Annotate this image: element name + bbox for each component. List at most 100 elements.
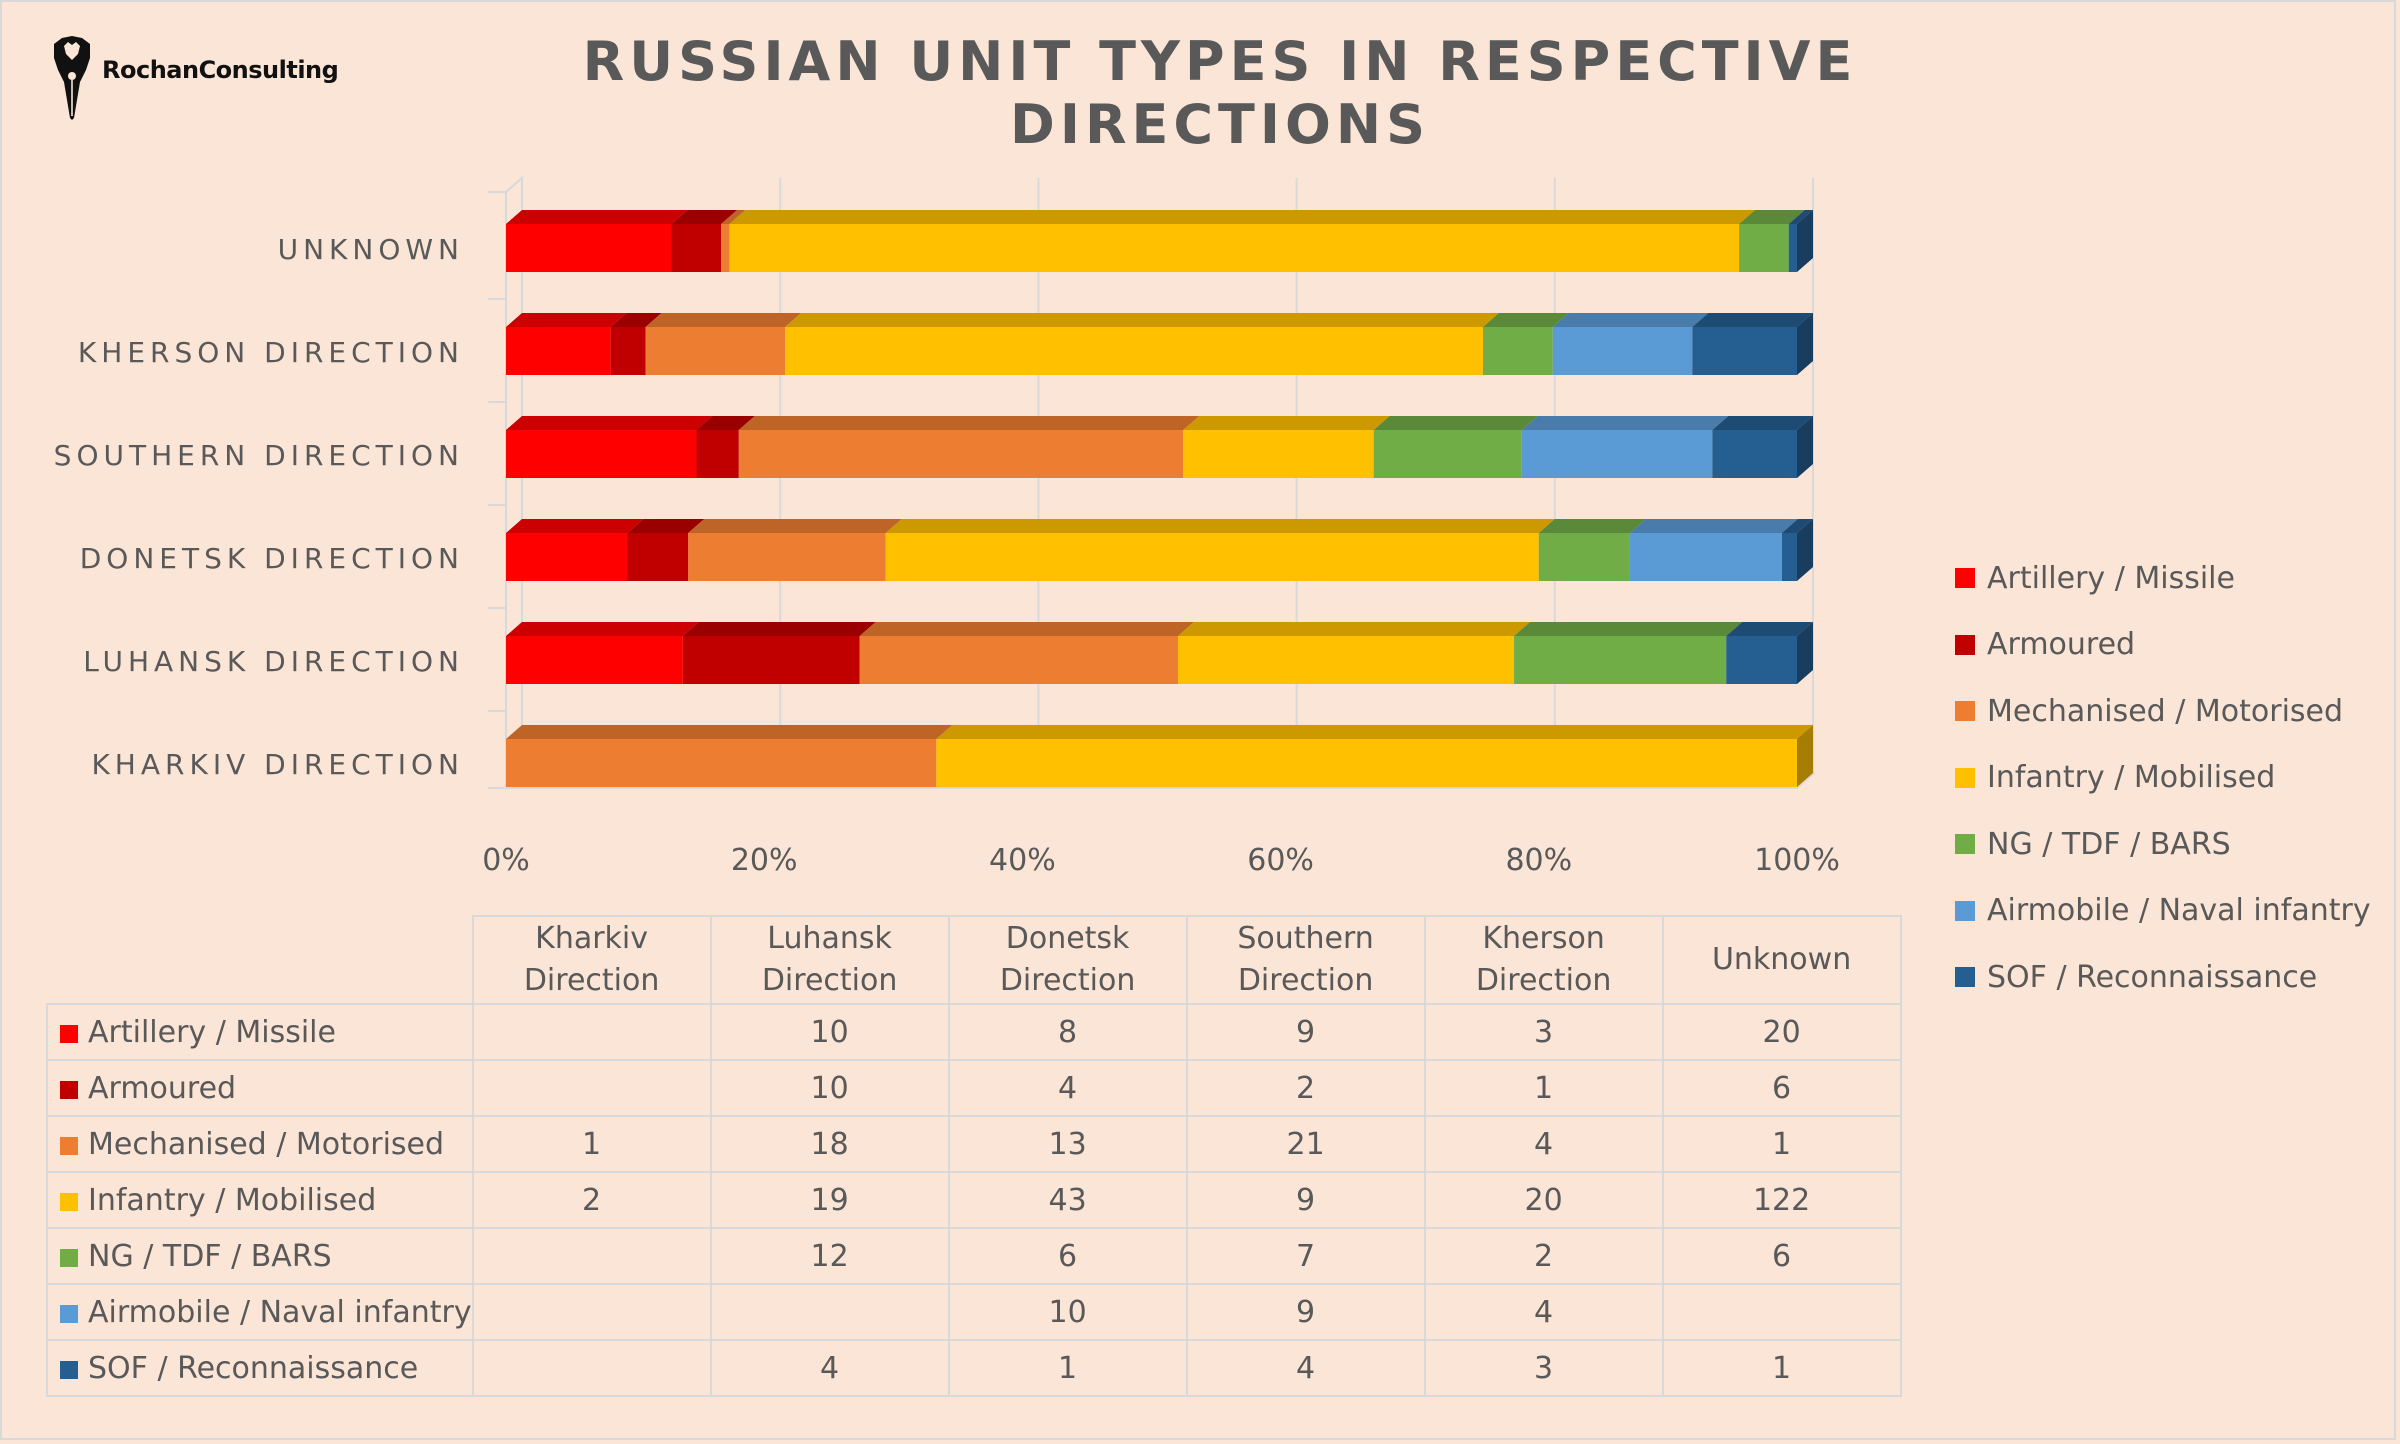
- table-row-ng-tdf-bars: NG / TDF / BARS 12 6 7 2 6: [46, 1227, 1902, 1285]
- bar-front-face: [1183, 430, 1374, 478]
- bar-front-face: [1514, 636, 1727, 684]
- bar-front-face: [1538, 533, 1630, 581]
- bar-side-face: [1797, 622, 1813, 684]
- bar-donetsk-direction-sof-reconnaissance: [1781, 519, 1813, 581]
- table-body: Artillery / Missile 10 8 9 3 20 Armoured 10 4 2 1 6…: [46, 1003, 1902, 1397]
- bar-top-face: [1788, 210, 1813, 224]
- bar-unknown-armoured: [671, 210, 738, 272]
- table-cell: 4: [1423, 1115, 1664, 1173]
- bar-front-face: [688, 533, 886, 581]
- bar-kherson-direction-mechanised-motorised: [645, 313, 802, 375]
- legend-item-infantry-mobilised: Infantry / Mobilised: [1955, 745, 2371, 812]
- row-label: Artillery / Missile: [88, 1014, 336, 1050]
- bar-front-face: [671, 224, 722, 272]
- logo-wordmark: RochanConsulting: [102, 56, 339, 84]
- bar-top-face: [645, 313, 802, 327]
- table-header-row: Kharkiv Direction Luhansk Direction Donetsk D…: [47, 915, 1902, 1005]
- table-cell: 20: [1423, 1171, 1664, 1229]
- bar-side-face: [1797, 313, 1813, 375]
- bar-kherson-direction-airmobile-naval-infantry: [1552, 313, 1709, 375]
- bar-southern-direction-airmobile-naval-infantry: [1521, 416, 1729, 478]
- bar-southern-direction-ng-tdf-bars: [1373, 416, 1538, 478]
- table-cell: 1: [947, 1339, 1188, 1397]
- table-row-header: Artillery / Missile: [46, 1003, 474, 1061]
- bar-front-face: [1482, 327, 1553, 375]
- bar-kherson-direction-ng-tdf-bars: [1482, 313, 1569, 375]
- bar-front-face: [506, 430, 697, 478]
- table-cell: 3: [1423, 1339, 1664, 1397]
- bar-top-face: [506, 622, 699, 636]
- category-label-luhansk-direction: LUHANSK DIRECTION: [83, 645, 464, 678]
- legend-swatch: [1955, 568, 1975, 589]
- bars: [506, 210, 1813, 787]
- bar-front-face: [627, 533, 689, 581]
- table-cell: 2: [471, 1171, 712, 1229]
- table-column-header: Southern Direction: [1185, 915, 1426, 1005]
- bar-luhansk-direction-armoured: [682, 622, 876, 684]
- bar-side-face: [1797, 725, 1813, 787]
- table-column-header: Kherson Direction: [1423, 915, 1664, 1005]
- bar-front-face: [1552, 327, 1693, 375]
- bar-donetsk-direction-infantry-mobilised: [885, 519, 1555, 581]
- bar-top-face: [506, 210, 688, 224]
- bar-luhansk-direction-infantry-mobilised: [1178, 622, 1531, 684]
- table-row-header: SOF / Reconnaissance: [46, 1339, 474, 1397]
- row-label: Infantry / Mobilised: [88, 1182, 377, 1218]
- stacked-bar-chart: KHARKIV DIRECTION LUHANSK DIRECTION DONETS…: [54, 175, 1840, 878]
- table-row-sof-reconnaissance: SOF / Reconnaissance 4 1 4 3 1: [46, 1339, 1902, 1397]
- bar-kharkiv-direction-infantry-mobilised: [936, 725, 1813, 787]
- table-cell: 4: [1185, 1339, 1426, 1397]
- table-cell: 20: [1661, 1003, 1902, 1061]
- row-label: NG / TDF / BARS: [88, 1238, 332, 1274]
- bar-top-face: [671, 210, 738, 224]
- bar-donetsk-direction-mechanised-motorised: [688, 519, 902, 581]
- bar-unknown-sof-reconnaissance: [1788, 210, 1813, 272]
- bar-side-face: [1797, 210, 1813, 272]
- legend-label: NG / TDF / BARS: [1987, 826, 2231, 862]
- table-cell: 3: [1423, 1003, 1664, 1061]
- bar-top-face: [506, 519, 644, 533]
- x-tick-label: 80%: [1505, 843, 1572, 878]
- bar-top-face: [688, 519, 902, 533]
- table-cell: 18: [709, 1115, 950, 1173]
- table-cell: [471, 1339, 712, 1397]
- bar-top-face: [1514, 622, 1743, 636]
- bar-southern-direction-mechanised-motorised: [738, 416, 1200, 478]
- bar-top-face: [627, 519, 705, 533]
- bar-kherson-direction-armoured: [610, 313, 662, 375]
- table-cell: 21: [1185, 1115, 1426, 1173]
- bar-front-face: [1726, 636, 1797, 684]
- x-tick-label: 60%: [1247, 843, 1314, 878]
- bar-top-face: [1521, 416, 1729, 430]
- legend-item-ng-tdf-bars: NG / TDF / BARS: [1955, 811, 2371, 878]
- category-label-kherson-direction: KHERSON DIRECTION: [78, 336, 464, 369]
- table-cell: [471, 1003, 712, 1061]
- x-tick-label: 100%: [1754, 843, 1840, 878]
- bar-donetsk-direction-ng-tdf-bars: [1538, 519, 1646, 581]
- table-row-artillery-missile: Artillery / Missile 10 8 9 3 20: [46, 1003, 1902, 1061]
- bar-front-face: [645, 327, 786, 375]
- table-cell: [471, 1283, 712, 1341]
- table-column-header: Donetsk Direction: [947, 915, 1188, 1005]
- bar-top-face: [729, 210, 1756, 224]
- bar-top-face: [1183, 416, 1390, 430]
- legend-swatch: [1955, 634, 1975, 655]
- table-cell: 1: [1423, 1059, 1664, 1117]
- bar-top-face: [506, 725, 953, 739]
- bar-front-face: [610, 327, 646, 375]
- legend-item-mechanised-motorised: Mechanised / Motorised: [1955, 678, 2371, 745]
- bar-front-face: [785, 327, 1483, 375]
- bar-front-face: [1692, 327, 1797, 375]
- legend-key: [60, 1024, 78, 1043]
- bar-southern-direction-armoured: [696, 416, 755, 478]
- bar-front-face: [506, 533, 628, 581]
- table-cell: 7: [1185, 1227, 1426, 1285]
- table-cell: [471, 1059, 712, 1117]
- bar-unknown-artillery-missile: [506, 210, 688, 272]
- bar-top-face: [785, 313, 1499, 327]
- bar-top-face: [506, 313, 627, 327]
- table-cell: 2: [1185, 1059, 1426, 1117]
- data-table: Kharkiv Direction Luhansk Direction Donetsk D…: [46, 915, 1902, 1397]
- table-cell: 9: [1185, 1171, 1426, 1229]
- bar-donetsk-direction-airmobile-naval-infantry: [1629, 519, 1798, 581]
